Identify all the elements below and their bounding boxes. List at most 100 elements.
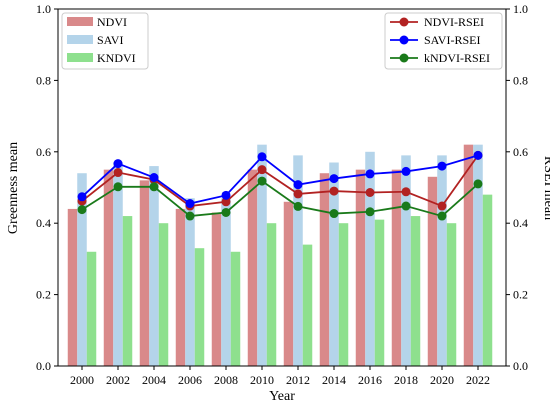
legend-label-savi-rsei: SAVI-RSEI	[424, 33, 480, 47]
bar-kndvi-2004	[158, 223, 169, 366]
line-kndvi-rsei	[81, 179, 479, 218]
left-tick-label: 0.2	[36, 288, 51, 302]
bar-savi-2018	[401, 155, 411, 366]
point-kndvi-rsei-2000	[77, 205, 87, 215]
bar-kndvi-2018	[410, 216, 421, 366]
bar-savi-2006	[185, 198, 195, 366]
legend-swatch-kndvi	[67, 53, 93, 62]
bar-ndvi-2016	[355, 169, 366, 366]
bar-savi-2002	[113, 162, 123, 366]
point-kndvi-rsei-2010	[257, 176, 267, 186]
point-ndvi-rsei-2010	[257, 165, 267, 175]
point-savi-rsei-2006	[185, 199, 195, 209]
point-ndvi-rsei-2012	[293, 189, 303, 199]
line-ndvi-rsei	[81, 154, 479, 208]
x-tick-label: 2010	[250, 373, 274, 387]
legend-label-kndvi-rsei: kNDVI-RSEI	[424, 51, 490, 65]
bar-kndvi-2006	[194, 248, 205, 366]
legend-label-kndvi: KNDVI	[97, 51, 136, 65]
bar-ndvi-2002	[103, 169, 114, 366]
bar-savi-2008	[221, 198, 231, 366]
point-kndvi-rsei-2016	[365, 207, 375, 217]
bar-kndvi-2020	[446, 223, 457, 366]
x-tick-label: 2002	[106, 373, 130, 387]
bar-ndvi-2010	[247, 169, 258, 366]
bar-kndvi-2010	[266, 223, 277, 366]
right-tick-label: 1.0	[513, 2, 528, 16]
line-savi-rsei	[81, 154, 479, 205]
bar-ndvi-2018	[391, 169, 402, 366]
bar-kndvi-2000	[86, 251, 97, 366]
right-axis-title: RSEI mean	[541, 156, 550, 220]
left-tick-label: 0.8	[36, 73, 51, 87]
legend-box-lines	[384, 12, 503, 70]
x-tick-label: 2014	[322, 373, 346, 387]
x-tick-label: 2006	[178, 373, 202, 387]
bar-savi-2012	[293, 155, 303, 366]
point-savi-rsei-2014	[329, 174, 339, 184]
right-tick-label: 0.4	[513, 216, 528, 230]
right-axis: 0.0 0.2 0.4 0.6 0.8 1.0	[506, 2, 528, 373]
point-savi-rsei-2022	[473, 150, 483, 160]
bar-savi-2020	[437, 155, 447, 366]
point-kndvi-rsei-2022	[473, 179, 483, 189]
left-tick-label: 0.0	[36, 359, 51, 373]
legend-swatch-savi	[67, 35, 93, 44]
legend-swatch-ndvi	[67, 17, 93, 26]
point-savi-rsei-2012	[293, 180, 303, 190]
point-ndvi-rsei-2018	[401, 187, 411, 197]
legend-marker-ndvi-rsei	[399, 17, 409, 27]
point-ndvi-rsei-2014	[329, 186, 339, 196]
left-tick-label: 1.0	[36, 2, 51, 16]
line-legend: NDVI-RSEI SAVI-RSEI kNDVI-RSEI	[384, 12, 503, 70]
point-kndvi-rsei-2008	[221, 207, 231, 217]
bar-savi-2016	[365, 151, 375, 366]
bar-kndvi-2016	[374, 219, 385, 366]
point-kndvi-rsei-2018	[401, 201, 411, 211]
point-ndvi-rsei-2008	[221, 197, 231, 207]
x-tick-label: 2012	[286, 373, 310, 387]
point-kndvi-rsei-2002	[113, 182, 123, 192]
line-layer	[77, 150, 483, 221]
point-savi-rsei-2002	[113, 159, 123, 169]
point-kndvi-rsei-2012	[293, 201, 303, 211]
left-tick-label: 0.4	[36, 216, 51, 230]
point-ndvi-rsei-2002	[113, 168, 123, 178]
right-tick-label: 0.6	[513, 145, 528, 159]
point-kndvi-rsei-2020	[437, 211, 447, 221]
bar-savi-2000	[77, 173, 87, 366]
x-tick-label: 2020	[430, 373, 454, 387]
left-axis-title: Greenness mean	[6, 142, 21, 234]
x-axis: 2000 2002 2004 2006 2008 2010 2012 2014 2016 2018…	[70, 366, 490, 387]
bar-ndvi-2022	[463, 144, 474, 366]
bar-layer	[67, 144, 493, 366]
bar-legend: NDVI SAVI KNDVI	[61, 12, 149, 70]
bar-kndvi-2014	[338, 223, 349, 366]
x-tick-label: 2008	[214, 373, 238, 387]
bar-kndvi-2008	[230, 251, 241, 366]
x-tick-label: 2018	[394, 373, 418, 387]
x-tick-label: 2000	[70, 373, 94, 387]
bar-ndvi-2008	[211, 212, 222, 366]
left-tick-label: 0.6	[36, 145, 51, 159]
bar-ndvi-2000	[67, 208, 78, 366]
point-ndvi-rsei-2016	[365, 188, 375, 197]
point-savi-rsei-2010	[257, 152, 267, 162]
right-tick-label: 0.8	[513, 73, 528, 87]
legend-marker-kndvi-rsei	[399, 53, 409, 63]
legend-marker-savi-rsei	[399, 35, 409, 45]
point-savi-rsei-2020	[437, 161, 447, 171]
bar-savi-2004	[149, 166, 159, 366]
point-savi-rsei-2004	[149, 173, 159, 182]
legend-label-ndvi-rsei: NDVI-RSEI	[424, 15, 484, 29]
x-tick-label: 2016	[358, 373, 382, 387]
plot-frame	[57, 8, 507, 367]
bar-ndvi-2020	[427, 176, 438, 366]
legend-label-ndvi: NDVI	[97, 15, 127, 29]
legend-label-savi: SAVI	[97, 33, 123, 47]
bar-ndvi-2006	[175, 208, 186, 366]
bar-ndvi-2012	[283, 201, 294, 366]
point-kndvi-rsei-2006	[185, 211, 195, 221]
x-axis-title: Year	[269, 389, 295, 404]
